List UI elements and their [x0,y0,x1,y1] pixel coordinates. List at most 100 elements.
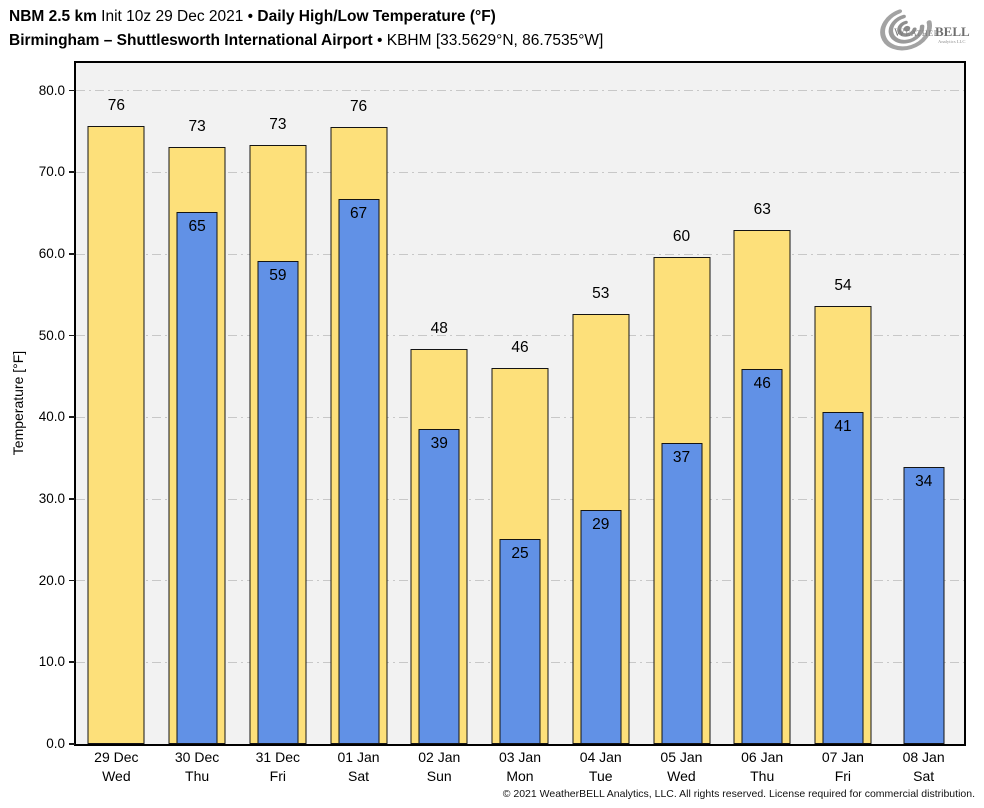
x-label-date: 03 Jan [498,749,541,765]
x-axis-label: 06 Jan Thu [722,748,803,785]
high-value-label: 48 [430,319,448,337]
low-value-label: 37 [672,448,691,466]
y-tick-label: 70.0 [38,164,65,180]
x-label-day: Mon [506,767,534,784]
low-bar [176,211,218,744]
low-value-label: 34 [915,473,933,491]
y-tick-mark [69,89,75,92]
y-tick-mark [69,253,75,255]
low-bar [257,260,299,744]
y-tick-label: 20.0 [38,572,65,588]
x-label-date: 06 Jan [741,749,784,765]
bar-group-03-jan: 46 25 [480,63,561,744]
low-value-label: 46 [753,375,771,393]
model-name: NBM 2.5 km [9,8,97,25]
y-tick-mark [69,171,75,173]
low-value-label: 67 [349,204,368,222]
x-axis-label: 29 Dec Wed [76,748,157,785]
x-label-date: 08 Jan [902,749,945,765]
low-bar [580,509,622,744]
gridline [76,253,964,255]
high-value-label: 76 [349,97,368,115]
bar-group-07-jan: 54 41 [803,63,884,744]
plot-area: 76 73 65 73 59 76 67 48 39 46 25 53 29 60 37 63 46 54 41 34 [74,61,966,746]
x-label-day: Thu [750,767,775,784]
x-label-day: Fri [269,767,286,784]
title-line-1: NBM 2.5 km Init 10z 29 Dec 2021 • Daily … [9,5,603,29]
low-bar [338,198,380,744]
bar-group-29-dec: 76 [76,63,157,744]
x-label-date: 04 Jan [579,749,622,765]
bar-group-05-jan: 60 37 [641,63,722,744]
x-label-day: Tue [588,767,613,784]
x-axis-label: 02 Jan Sun [399,748,480,785]
high-bar [87,125,145,744]
hurricane-swirl-icon [880,9,932,51]
low-value-label: 59 [269,266,287,284]
high-value-label: 53 [592,284,610,302]
init-time: Init 10z 29 Dec 2021 • [96,8,258,25]
y-axis-title: Temperature [°F] [10,350,26,456]
x-label-day: Fri [834,767,852,784]
weatherbell-logo: Weather BELL Analytics LLC [880,9,970,51]
logo-subtitle: Analytics LLC [938,39,965,44]
low-bar [822,411,864,744]
x-label-date: 29 Dec [94,749,139,765]
y-tick-label: 0.0 [46,736,65,751]
x-axis-label: 07 Jan Fri [803,748,884,785]
y-tick-mark [69,498,75,500]
x-axis-label: 05 Jan Wed [641,748,722,785]
x-label-date: 31 Dec [255,749,300,765]
x-label-date: 01 Jan [337,749,380,765]
y-tick-mark [69,743,75,745]
high-value-label: 73 [188,118,206,136]
x-label-date: 05 Jan [660,749,703,765]
x-label-day: Sat [913,767,935,784]
low-bar [903,467,945,744]
x-axis-label: 03 Jan Mon [480,748,561,785]
chart-title-block: NBM 2.5 km Init 10z 29 Dec 2021 • Daily … [9,5,603,52]
x-label-date: 02 Jan [418,749,461,765]
title-line-2: Birmingham – Shuttlesworth International… [9,29,603,53]
low-value-label: 29 [592,515,610,533]
y-tick-label: 10.0 [38,654,65,670]
x-axis-label: 08 Jan Sat [883,748,964,785]
low-bar [418,428,460,744]
x-axis-label: 04 Jan Tue [560,748,641,785]
bar-group-30-dec: 73 65 [157,63,238,744]
bar-group-06-jan: 63 46 [722,63,803,744]
high-value-label: 63 [753,201,771,219]
x-label-day: Wed [102,767,131,784]
y-tick-mark [69,416,75,418]
x-axis-label: 01 Jan Sat [318,748,399,785]
high-value-label: 46 [511,339,529,357]
high-value-label: 73 [269,116,287,134]
x-axis-label: 30 Dec Thu [157,748,238,785]
high-value-label: 60 [672,227,691,245]
y-tick-label: 50.0 [38,327,65,343]
high-value-label: 76 [107,96,125,114]
low-value-label: 41 [834,417,852,435]
x-label-day: Sat [348,767,370,784]
low-value-label: 65 [188,217,206,235]
logo-word-light: Weather [894,27,940,39]
gridline [76,90,964,92]
y-tick-label: 80.0 [38,82,65,98]
low-bar [741,369,783,744]
bar-group-31-dec: 73 59 [237,63,318,744]
y-tick-label: 30.0 [38,491,65,507]
x-label-day: Wed [667,767,696,784]
low-value-label: 39 [430,434,448,452]
high-value-label: 54 [834,277,852,295]
bar-group-01-jan: 76 67 [318,63,399,744]
x-label-date: 30 Dec [174,749,220,765]
y-tick-mark [69,579,75,582]
location-name: Birmingham – Shuttlesworth International… [9,31,373,49]
gridline [76,171,964,173]
x-label-date: 07 Jan [821,749,864,765]
y-tick-label: 40.0 [38,409,65,425]
y-tick-mark [69,334,75,337]
low-bar [499,539,541,744]
low-value-label: 25 [511,545,529,563]
